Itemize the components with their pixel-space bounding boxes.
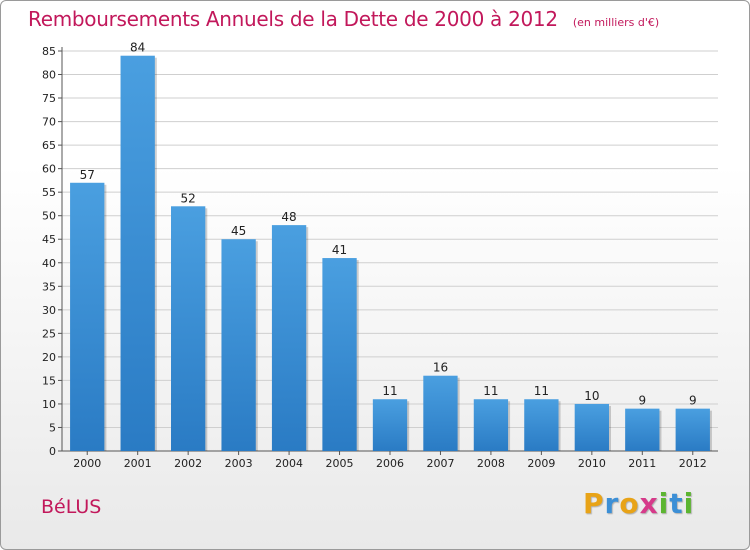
y-tick-label: 50 (42, 210, 56, 223)
bar (473, 399, 509, 451)
bar-value-label: 52 (181, 191, 196, 205)
y-tick-label: 85 (42, 45, 56, 58)
y-tick-label: 15 (42, 374, 56, 387)
logo-letter: P (583, 487, 605, 520)
y-tick-label: 80 (42, 69, 56, 82)
y-tick-label: 40 (42, 257, 56, 270)
x-tick-label: 2005 (326, 457, 354, 470)
x-tick-label: 2012 (679, 457, 707, 470)
y-tick-label: 10 (42, 398, 56, 411)
x-tick-label: 2001 (124, 457, 152, 470)
x-tick-label: 2010 (578, 457, 606, 470)
y-tick-label: 70 (42, 116, 56, 129)
y-tick-label: 0 (49, 445, 56, 458)
y-tick-label: 65 (42, 139, 56, 152)
logo-letter: i (658, 487, 670, 520)
bar-value-label: 9 (689, 394, 697, 408)
bar-value-label: 10 (584, 389, 599, 403)
bar-value-label: 16 (433, 361, 448, 375)
title-row: Remboursements Annuels de la Dette de 20… (28, 7, 659, 31)
logo-letter: x (639, 487, 659, 520)
bar (271, 225, 307, 451)
bar (574, 403, 610, 451)
x-tick-label: 2009 (527, 457, 555, 470)
x-tick-label: 2007 (426, 457, 454, 470)
bar-value-label: 11 (483, 384, 498, 398)
y-tick-label: 75 (42, 92, 56, 105)
logo-letter: i (683, 487, 695, 520)
bar (70, 182, 105, 451)
chart-title: Remboursements Annuels de la Dette de 20… (28, 7, 558, 31)
y-tick-label: 25 (42, 327, 56, 340)
proxiti-logo: Proxiti (583, 487, 694, 520)
bar (675, 408, 710, 451)
y-tick-label: 20 (42, 351, 56, 364)
bar (170, 206, 206, 451)
y-tick-label: 45 (42, 233, 56, 246)
x-tick-label: 2000 (73, 457, 101, 470)
bar-value-label: 45 (231, 224, 246, 238)
bar (120, 55, 155, 452)
x-tick-label: 2006 (376, 457, 404, 470)
bar (524, 399, 559, 451)
y-tick-label: 60 (42, 163, 56, 176)
bar (221, 239, 256, 451)
logo-letter: o (619, 487, 640, 520)
commune-name: BéLUS (41, 496, 102, 518)
bar (372, 399, 408, 451)
y-tick-label: 30 (42, 304, 56, 317)
bar-value-label: 57 (80, 168, 95, 182)
chart-unit: (en milliers d'€) (572, 16, 660, 29)
logo-letter: t (669, 487, 684, 520)
bar-value-label: 9 (638, 394, 646, 408)
bar-value-label: 41 (332, 243, 347, 257)
bar-value-label: 11 (534, 384, 549, 398)
bar-value-label: 11 (382, 384, 397, 398)
logo-letter: r (604, 487, 620, 520)
y-tick-label: 35 (42, 280, 56, 293)
x-tick-label: 2002 (174, 457, 202, 470)
y-tick-label: 55 (42, 186, 56, 199)
x-tick-label: 2003 (225, 457, 253, 470)
y-tick-label: 5 (49, 421, 56, 434)
bar (423, 375, 458, 451)
bar-value-label: 84 (130, 41, 145, 55)
bar (322, 258, 357, 451)
bar-value-label: 48 (281, 210, 296, 224)
x-tick-label: 2004 (275, 457, 303, 470)
x-tick-label: 2008 (477, 457, 505, 470)
bar (625, 408, 660, 451)
x-tick-label: 2011 (628, 457, 656, 470)
